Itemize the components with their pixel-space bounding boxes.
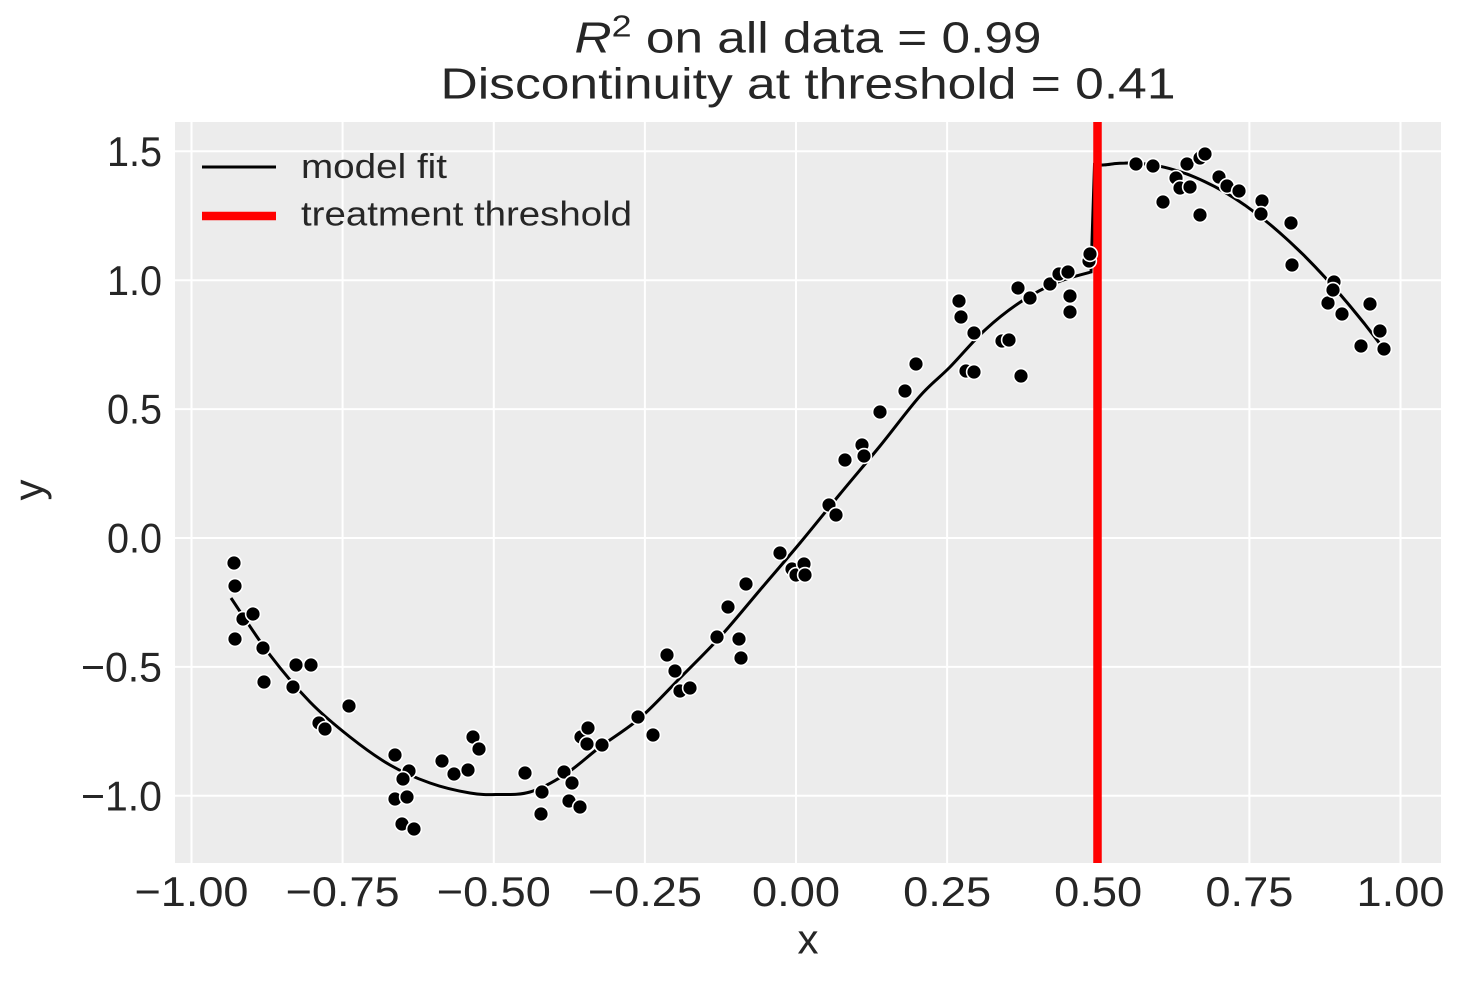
svg-text:−0.75: −0.75 xyxy=(286,868,400,915)
svg-text:x: x xyxy=(798,916,819,963)
svg-text:−0.5: −0.5 xyxy=(81,644,162,691)
svg-text:treatment threshold: treatment threshold xyxy=(301,196,632,234)
svg-text:1.0: 1.0 xyxy=(107,257,162,304)
svg-text:0.5: 0.5 xyxy=(107,386,162,433)
svg-text:R2 on all data = 0.99: R2 on all data = 0.99 xyxy=(575,8,1042,62)
svg-text:0.25: 0.25 xyxy=(903,868,991,915)
svg-text:1.5: 1.5 xyxy=(107,128,162,175)
svg-text:0.00: 0.00 xyxy=(752,868,840,915)
svg-text:−1.00: −1.00 xyxy=(135,868,249,915)
svg-text:y: y xyxy=(5,480,52,501)
svg-text:1.00: 1.00 xyxy=(1357,868,1445,915)
svg-text:−1.0: −1.0 xyxy=(81,772,162,819)
svg-text:0.0: 0.0 xyxy=(107,515,162,562)
svg-text:0.75: 0.75 xyxy=(1205,868,1293,915)
svg-text:model fit: model fit xyxy=(301,148,448,186)
svg-text:−0.50: −0.50 xyxy=(437,868,551,915)
svg-text:0.50: 0.50 xyxy=(1054,868,1142,915)
svg-text:Discontinuity at threshold = 0: Discontinuity at threshold = 0.41 xyxy=(441,60,1176,109)
svg-text:−0.25: −0.25 xyxy=(588,868,702,915)
